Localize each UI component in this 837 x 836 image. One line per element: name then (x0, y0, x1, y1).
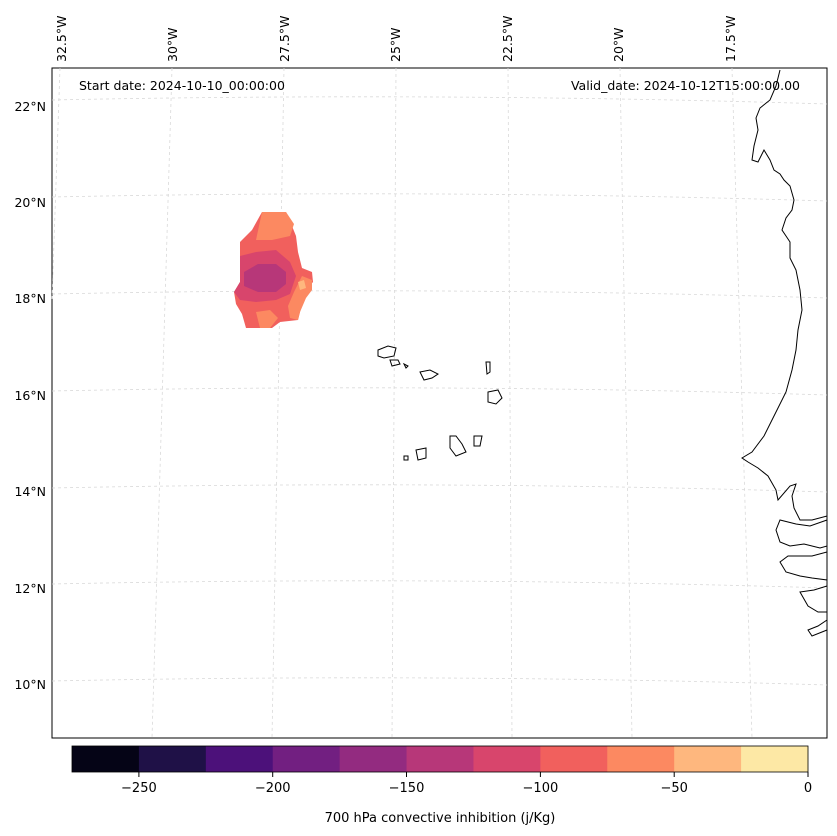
lat-label-22n: 22°N (14, 99, 46, 114)
latitude-labels: 22°N 20°N 18°N 16°N 14°N 12°N 10°N (14, 99, 46, 692)
colorbar-swatches (72, 746, 809, 772)
island-sao-vicente (389, 359, 401, 367)
parallel-14n (51, 484, 828, 493)
colorbar-swatch (272, 746, 341, 772)
meridian-20w (619, 67, 633, 739)
colorbar-swatch (205, 746, 274, 772)
lat-label-14n: 14°N (14, 484, 46, 499)
lat-label-16n: 16°N (14, 388, 46, 403)
colorbar-swatch (607, 746, 675, 772)
cbar-tick-label-minus50: −50 (660, 781, 687, 796)
cbar-tick-label-minus200: −200 (255, 781, 291, 796)
colorbar-swatch (406, 746, 474, 772)
parallel-16n (51, 387, 828, 396)
island-sao-nicolau (419, 369, 439, 381)
contour-fill-minus50 (298, 280, 306, 290)
island-sal (485, 361, 491, 375)
island-santa-luzia (402, 362, 409, 369)
colorbar-swatch (72, 746, 140, 772)
meridian-22-5w (507, 67, 513, 739)
colorbar-swatch (138, 746, 207, 772)
lon-label-22-5w: 22.5°W (500, 16, 515, 62)
parallel-22n (51, 96, 828, 105)
contour-fill-minus75-north (256, 212, 294, 240)
lon-label-30w: 30°W (165, 27, 180, 62)
cin-contours (234, 212, 313, 328)
colorbar-swatch (339, 746, 408, 772)
island-santiago (449, 435, 467, 457)
island-brava (403, 455, 409, 461)
start-date-label: Start date: 2024-10-10_00:00:00 (79, 78, 285, 93)
island-maio (473, 435, 483, 447)
lat-label-10n: 10°N (14, 677, 46, 692)
cbar-tick-label-zero: 0 (804, 781, 812, 796)
cbar-tick-label-minus250: −250 (121, 781, 157, 796)
colorbar-title: 700 hPa convective inhibition (j/Kg) (325, 811, 556, 826)
lon-label-27-5w: 27.5°W (277, 16, 292, 62)
parallel-18n (51, 290, 828, 299)
map-panel: Start date: 2024-10-10_00:00:00 Valid_da… (51, 67, 828, 739)
contour-fill-minus75-south (256, 310, 278, 328)
lat-label-18n: 18°N (14, 291, 46, 306)
graticule (51, 67, 828, 739)
cbar-tick-label-minus100: −100 (523, 781, 559, 796)
meridian-17-5w (731, 67, 753, 739)
lon-label-25w: 25°W (388, 27, 403, 62)
contour-fill-minus75-east (288, 276, 312, 320)
colorbar-swatch (674, 746, 742, 772)
lon-label-32-5w: 32.5°W (54, 16, 69, 62)
valid-date-label: Valid_date: 2024-10-12T15:00:00.00 (571, 78, 800, 93)
lon-label-20w: 20°W (611, 27, 626, 62)
cbar-tick-label-minus150: −150 (389, 781, 425, 796)
lat-label-12n: 12°N (14, 581, 46, 596)
meridian-25w (391, 67, 397, 739)
colorbar-swatch (540, 746, 608, 772)
contour-fill-minus150 (244, 264, 286, 292)
colorbar-swatch (741, 746, 809, 772)
lon-label-17-5w: 17.5°W (723, 16, 738, 62)
parallel-10n (51, 677, 828, 686)
african-coastline (741, 69, 828, 637)
island-santo-antao (377, 345, 397, 359)
parallel-12n (51, 580, 828, 589)
meridian-27-5w (271, 67, 285, 739)
colorbar-swatch (473, 746, 541, 772)
longitude-labels: 32.5°W 30°W 27.5°W 25°W 22.5°W 20°W 17.5… (54, 16, 738, 62)
parallel-20n (51, 193, 828, 202)
cape-verde-islands (377, 345, 503, 461)
meridian-30w (151, 67, 173, 739)
colorbar-ticks (138, 772, 809, 777)
colorbar-frame (71, 745, 809, 773)
lat-label-20n: 20°N (14, 195, 46, 210)
colorbar: −250 −200 −150 −100 −50 0 700 hPa convec… (71, 745, 812, 826)
meridian-32-5w (51, 67, 61, 301)
map-frame (51, 67, 828, 739)
island-fogo (415, 447, 427, 461)
island-boa-vista (487, 389, 503, 405)
